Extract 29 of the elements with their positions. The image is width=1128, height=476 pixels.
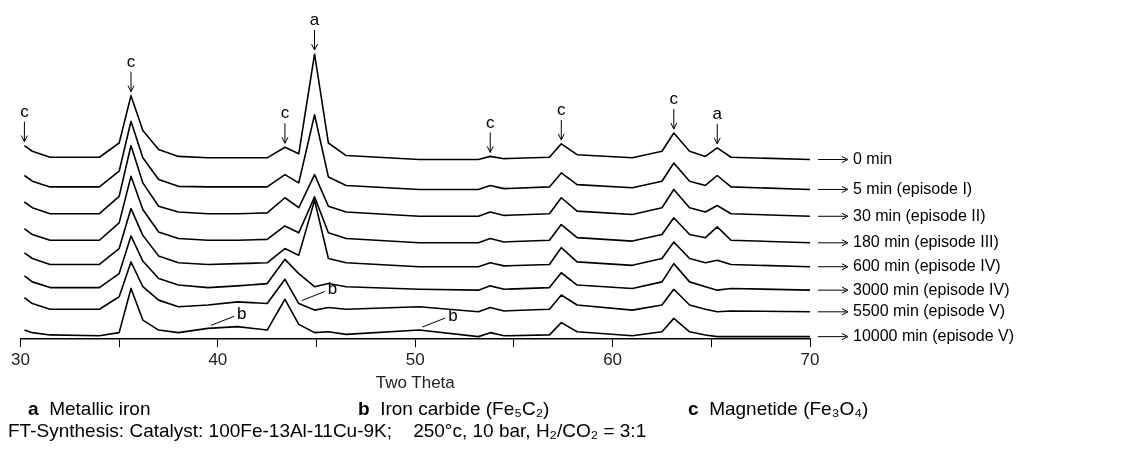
legend-label: 30 min (episode II) (853, 206, 986, 224)
legend-label: 10000 min (episode V) (853, 327, 1014, 345)
annotation: c (557, 100, 567, 120)
legend-label: 180 min (episode III) (853, 233, 999, 251)
annotation: c (485, 112, 495, 132)
x-tick-label: 30 (10, 350, 30, 370)
x-tick-label: 60 (603, 350, 623, 370)
text: c Magnetide (Fe₃O₄) (688, 398, 870, 420)
legend-label: 5500 min (episode V) (853, 302, 1006, 320)
text: b Iron carbide (Fe₅C₂) (358, 398, 551, 420)
legend-label: 600 min (episode IV) (853, 257, 1001, 275)
annotation: c (20, 101, 30, 121)
text: a Metallic iron (28, 398, 152, 420)
annotation: b (448, 305, 458, 325)
text: FT-Synthesis: Catalyst: 100Fe-13Al-11Cu-9K; 250°c, 10 bar, H₂/CO₂ = 3:1 (8, 420, 648, 442)
legend-label: 3000 min (episode IV) (853, 280, 1010, 298)
annotation: c (669, 89, 679, 109)
annotation: c (280, 103, 290, 123)
legend-label: 5 min (episode I) (853, 179, 973, 197)
annotation: b (236, 304, 247, 324)
annotation: a (712, 104, 723, 124)
annotation: b (327, 279, 338, 299)
x-tick-label: 50 (405, 350, 425, 370)
annotation: c (126, 51, 136, 71)
x-tick-label: 70 (800, 350, 820, 370)
legend-label: 0 min (853, 149, 893, 167)
annotation: a (309, 10, 320, 30)
x-axis-title: Two Theta (375, 373, 456, 393)
x-tick-label: 40 (208, 350, 228, 370)
